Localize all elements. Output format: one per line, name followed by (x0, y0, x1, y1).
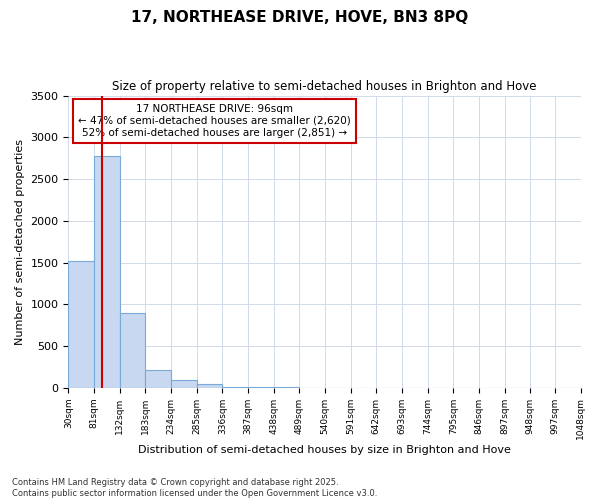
Text: Contains HM Land Registry data © Crown copyright and database right 2025.
Contai: Contains HM Land Registry data © Crown c… (12, 478, 377, 498)
Bar (94, 156, 120, 388)
Bar (171, 380, 197, 388)
Y-axis label: Number of semi-detached properties: Number of semi-detached properties (15, 138, 25, 344)
Text: 17, NORTHEASE DRIVE, HOVE, BN3 8PQ: 17, NORTHEASE DRIVE, HOVE, BN3 8PQ (131, 10, 469, 25)
Text: 17 NORTHEASE DRIVE: 96sqm
← 47% of semi-detached houses are smaller (2,620)
52% : 17 NORTHEASE DRIVE: 96sqm ← 47% of semi-… (78, 104, 351, 138)
Bar (197, 384, 223, 388)
Bar (120, 312, 145, 388)
Bar (223, 386, 248, 388)
X-axis label: Distribution of semi-detached houses by size in Brighton and Hove: Distribution of semi-detached houses by … (138, 445, 511, 455)
Title: Size of property relative to semi-detached houses in Brighton and Hove: Size of property relative to semi-detach… (112, 80, 537, 93)
Bar (68, 261, 94, 388)
Bar (145, 370, 171, 388)
